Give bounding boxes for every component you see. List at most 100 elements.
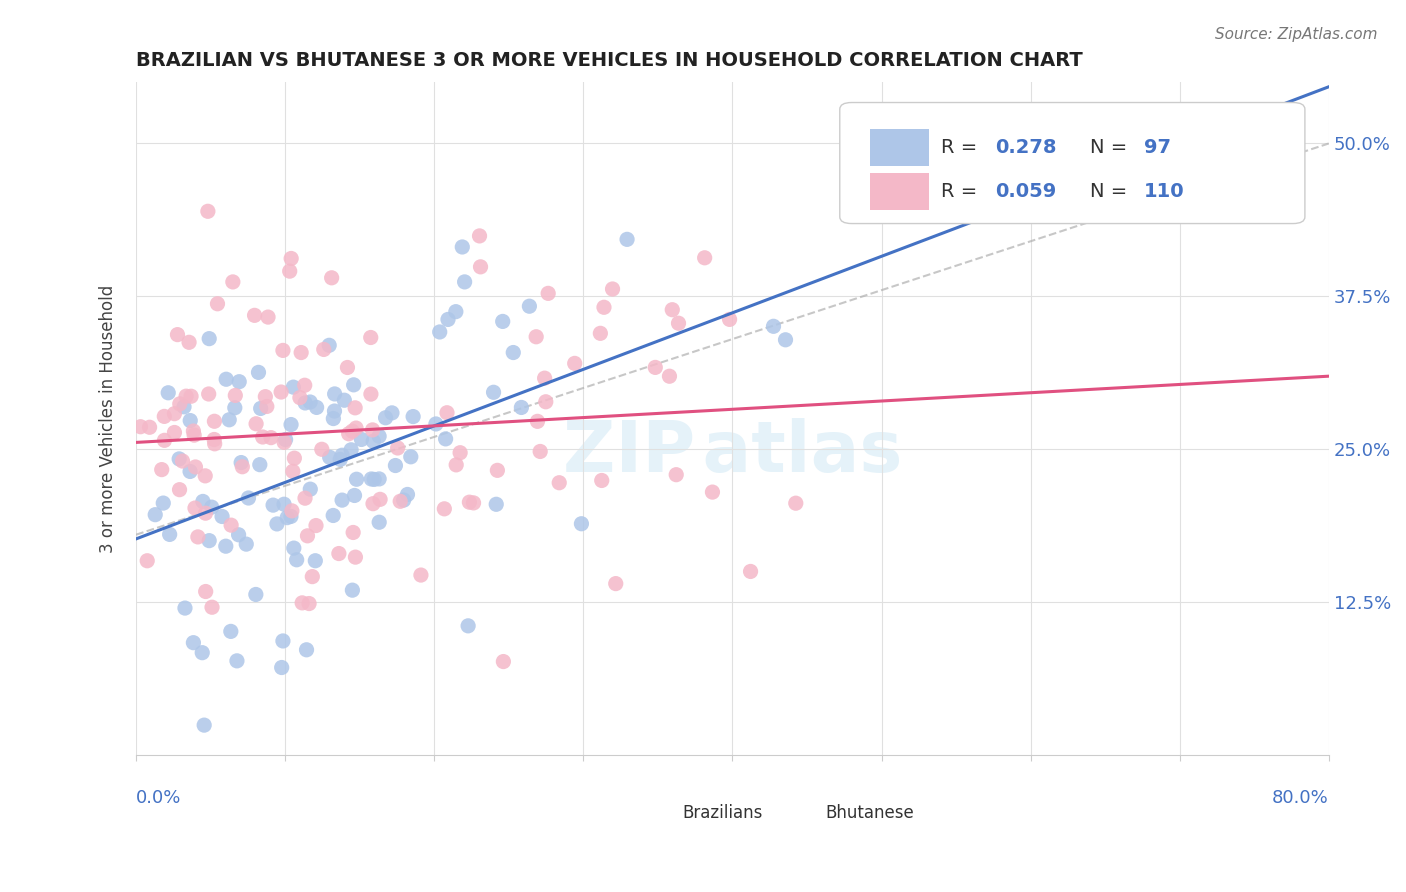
Y-axis label: 3 or more Vehicles in Household: 3 or more Vehicles in Household [100, 285, 117, 553]
Point [384, 458, 406, 473]
Text: R =: R = [941, 138, 977, 157]
Point [177, 335, 200, 350]
Point [226, 654, 249, 668]
Point [444, 458, 467, 472]
Point [363, 472, 385, 486]
Point [207, 297, 229, 311]
Point [336, 360, 359, 375]
Point [276, 510, 298, 524]
FancyBboxPatch shape [869, 173, 929, 211]
Point [740, 565, 762, 579]
Point [294, 396, 316, 410]
Point [231, 459, 253, 474]
Point [283, 541, 305, 555]
Point [179, 413, 201, 427]
Point [202, 414, 225, 428]
Point [321, 270, 343, 285]
Point [344, 401, 367, 415]
Point [197, 204, 219, 219]
Point [173, 400, 195, 414]
Point [143, 508, 166, 522]
Point [297, 529, 319, 543]
Point [136, 554, 159, 568]
Point [328, 547, 350, 561]
Point [785, 496, 807, 510]
Point [283, 451, 305, 466]
Point [350, 433, 373, 447]
Point [179, 465, 201, 479]
Point [280, 252, 302, 266]
Point [202, 433, 225, 447]
Point [305, 518, 328, 533]
Point [436, 406, 458, 420]
Point [294, 378, 316, 392]
Point [231, 456, 253, 470]
Point [486, 463, 509, 477]
Point [294, 491, 316, 505]
Point [281, 464, 304, 478]
Point [312, 343, 335, 357]
Point [322, 411, 344, 425]
Point [444, 304, 467, 318]
FancyBboxPatch shape [650, 802, 675, 825]
FancyBboxPatch shape [869, 129, 929, 167]
Point [330, 448, 353, 462]
Point [299, 482, 322, 496]
Point [243, 309, 266, 323]
Point [311, 442, 333, 457]
Point [425, 417, 447, 431]
Point [434, 432, 457, 446]
Point [322, 508, 344, 523]
Point [245, 587, 267, 601]
Point [278, 264, 301, 278]
Text: Source: ZipAtlas.com: Source: ZipAtlas.com [1215, 27, 1378, 42]
Point [194, 506, 217, 520]
Point [510, 401, 533, 415]
Point [247, 365, 270, 379]
Point [238, 491, 260, 505]
Point [718, 312, 741, 326]
Point [702, 485, 724, 500]
Text: ZIP atlas: ZIP atlas [562, 417, 903, 487]
Point [215, 372, 238, 386]
Point [605, 576, 627, 591]
Point [283, 380, 305, 394]
Point [318, 450, 340, 465]
Point [198, 533, 221, 548]
Text: Brazilians: Brazilians [682, 805, 762, 822]
Point [281, 504, 304, 518]
Point [409, 568, 432, 582]
Point [228, 375, 250, 389]
Text: 97: 97 [1144, 138, 1171, 157]
Point [174, 389, 197, 403]
Point [457, 619, 479, 633]
Point [571, 516, 593, 531]
Point [167, 451, 190, 466]
Point [194, 584, 217, 599]
Point [193, 718, 215, 732]
Point [433, 501, 456, 516]
Point [191, 646, 214, 660]
Point [429, 325, 451, 339]
Point [451, 240, 474, 254]
Point [159, 527, 181, 541]
Point [166, 327, 188, 342]
Point [337, 426, 360, 441]
Text: BRAZILIAN VS BHUTANESE 3 OR MORE VEHICLES IN HOUSEHOLD CORRELATION CHART: BRAZILIAN VS BHUTANESE 3 OR MORE VEHICLE… [136, 51, 1083, 70]
Point [271, 343, 294, 358]
Point [392, 493, 415, 508]
Point [169, 483, 191, 497]
Point [153, 409, 176, 424]
Point [342, 424, 364, 438]
Point [301, 569, 323, 583]
Point [274, 433, 297, 447]
Text: 0.278: 0.278 [995, 138, 1056, 157]
Point [187, 530, 209, 544]
Point [180, 389, 202, 403]
Point [252, 430, 274, 444]
Point [218, 413, 240, 427]
Point [468, 228, 491, 243]
Point [194, 468, 217, 483]
Point [174, 601, 197, 615]
Point [245, 417, 267, 431]
